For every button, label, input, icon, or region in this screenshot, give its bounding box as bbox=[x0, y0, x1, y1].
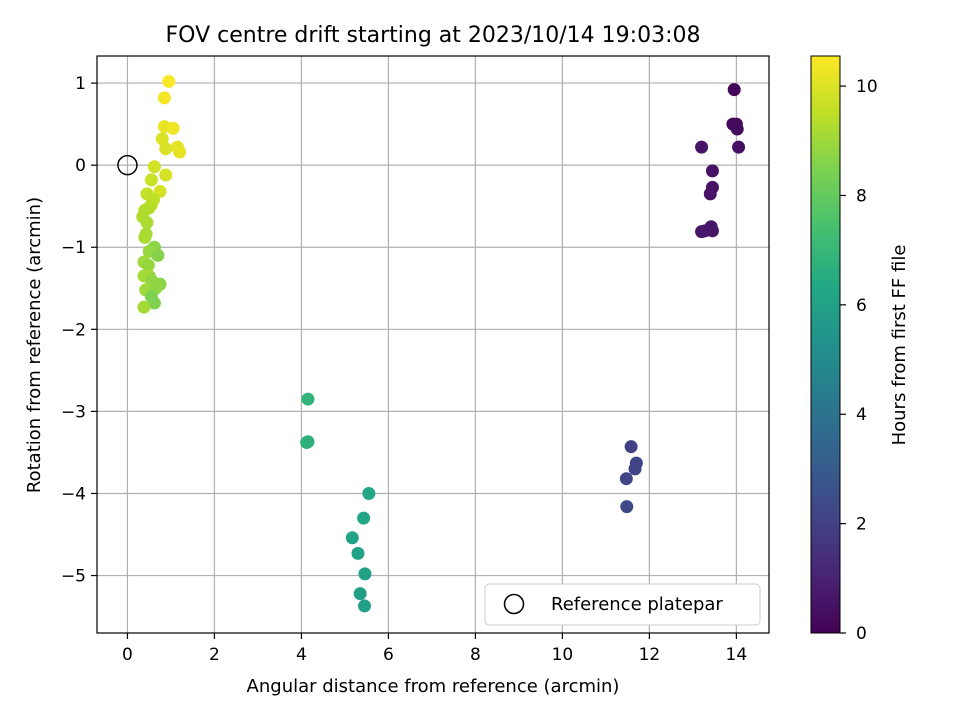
data-point bbox=[628, 462, 642, 476]
y-tick-label: 1 bbox=[75, 74, 86, 94]
data-point bbox=[138, 230, 152, 244]
y-tick-label: −3 bbox=[61, 402, 86, 422]
legend-box bbox=[484, 583, 761, 626]
data-point bbox=[732, 140, 746, 154]
colorbar-tick-label: 8 bbox=[856, 186, 867, 206]
y-tick-label: −5 bbox=[61, 567, 86, 587]
data-point bbox=[173, 145, 187, 159]
y-tick-label: −1 bbox=[61, 238, 86, 258]
legend-marker bbox=[503, 593, 525, 615]
data-point bbox=[147, 296, 161, 310]
data-point bbox=[730, 122, 744, 136]
data-point bbox=[166, 121, 180, 135]
x-axis: 0 2 4 6 8 10 12 14 bbox=[122, 633, 747, 665]
x-axis-label: Angular distance from reference (arcmin) bbox=[247, 676, 620, 697]
data-point bbox=[351, 546, 365, 560]
data-point bbox=[151, 248, 165, 262]
data-point bbox=[362, 486, 376, 500]
data-points bbox=[136, 74, 746, 613]
data-point bbox=[159, 142, 173, 156]
colorbar-tick-label: 4 bbox=[856, 405, 867, 425]
data-point bbox=[620, 500, 634, 514]
y-tick-label: −2 bbox=[61, 320, 86, 340]
data-point bbox=[357, 599, 371, 613]
data-point bbox=[301, 392, 315, 406]
data-point bbox=[357, 511, 371, 525]
x-tick-label: 0 bbox=[122, 645, 133, 665]
data-point bbox=[695, 140, 709, 154]
y-tick-label: 0 bbox=[75, 156, 86, 176]
data-point bbox=[137, 300, 151, 314]
colorbar-label: Hours from first FF file bbox=[889, 245, 910, 446]
data-point bbox=[144, 173, 158, 187]
data-point bbox=[162, 74, 176, 88]
data-point bbox=[141, 258, 155, 272]
data-point bbox=[159, 168, 173, 182]
colorbar-tick-label: 10 bbox=[856, 77, 878, 97]
chart-title: FOV centre drift starting at 2023/10/14 … bbox=[166, 23, 701, 48]
x-tick-label: 6 bbox=[383, 645, 394, 665]
colorbar-tick-label: 0 bbox=[856, 624, 867, 644]
colorbar-tick-label: 2 bbox=[856, 515, 867, 535]
y-axis-label: Rotation from reference (arcmin) bbox=[24, 197, 45, 493]
data-point bbox=[624, 440, 638, 454]
plot-frame bbox=[96, 55, 770, 634]
colorbar-tick-label: 6 bbox=[856, 296, 867, 316]
colorbar: 0 2 4 6 8 10 Hours from first FF file bbox=[810, 55, 910, 644]
grid bbox=[97, 56, 769, 633]
colorbar-gradient bbox=[810, 55, 841, 634]
data-point bbox=[140, 216, 154, 230]
x-tick-label: 12 bbox=[639, 645, 661, 665]
y-axis: 1 0 −1 −2 −3 −4 −5 bbox=[61, 74, 97, 587]
data-point bbox=[155, 132, 169, 146]
data-point bbox=[358, 567, 372, 581]
x-tick-label: 10 bbox=[552, 645, 574, 665]
data-point bbox=[345, 531, 359, 545]
data-point bbox=[698, 224, 712, 238]
y-tick-label: −4 bbox=[61, 484, 86, 504]
legend-label: Reference platepar bbox=[551, 594, 723, 615]
data-point bbox=[157, 91, 171, 105]
reference-marker bbox=[117, 154, 138, 176]
x-tick-label: 8 bbox=[470, 645, 481, 665]
data-point bbox=[147, 160, 161, 174]
legend: Reference platepar bbox=[484, 583, 761, 626]
data-point bbox=[705, 164, 719, 178]
x-tick-label: 14 bbox=[726, 645, 748, 665]
data-point bbox=[301, 435, 315, 449]
data-point bbox=[353, 587, 367, 601]
data-point bbox=[619, 472, 633, 486]
colorbar-ticks: 0 2 4 6 8 10 bbox=[840, 77, 878, 644]
data-point bbox=[727, 83, 741, 97]
x-tick-label: 4 bbox=[296, 645, 307, 665]
x-tick-label: 2 bbox=[209, 645, 220, 665]
data-point bbox=[703, 187, 717, 201]
